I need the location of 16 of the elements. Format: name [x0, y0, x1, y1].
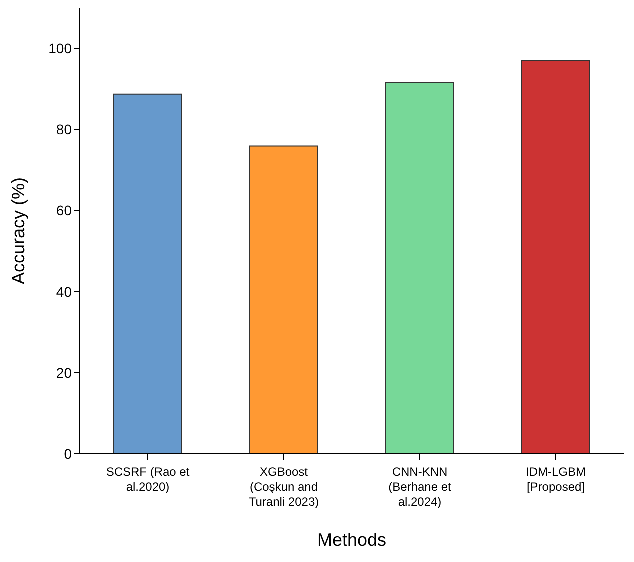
y-tick-label: 0: [64, 446, 72, 462]
y-axis-title: Accuracy (%): [8, 177, 28, 285]
y-tick-label: 80: [56, 122, 72, 138]
y-tick-label: 100: [48, 40, 72, 57]
y-tick-label: 60: [56, 202, 72, 219]
y-tick-label: 40: [56, 284, 72, 300]
x-tick-label: IDM-LGBM [Proposed]: [526, 465, 586, 494]
x-tick-label: XGBoost (Coşkun and Turanli 2023): [248, 465, 320, 509]
bar: [386, 82, 454, 454]
bar: [114, 94, 182, 454]
x-tick-label: SCSRF (Rao et al.2020): [106, 465, 190, 494]
bar: [250, 146, 318, 454]
y-tick-label: 20: [56, 364, 72, 381]
bar: [522, 60, 590, 454]
x-axis-title: Methods: [317, 530, 387, 550]
x-tick-label: CNN-KNN (Berhane et al.2024): [388, 465, 452, 509]
